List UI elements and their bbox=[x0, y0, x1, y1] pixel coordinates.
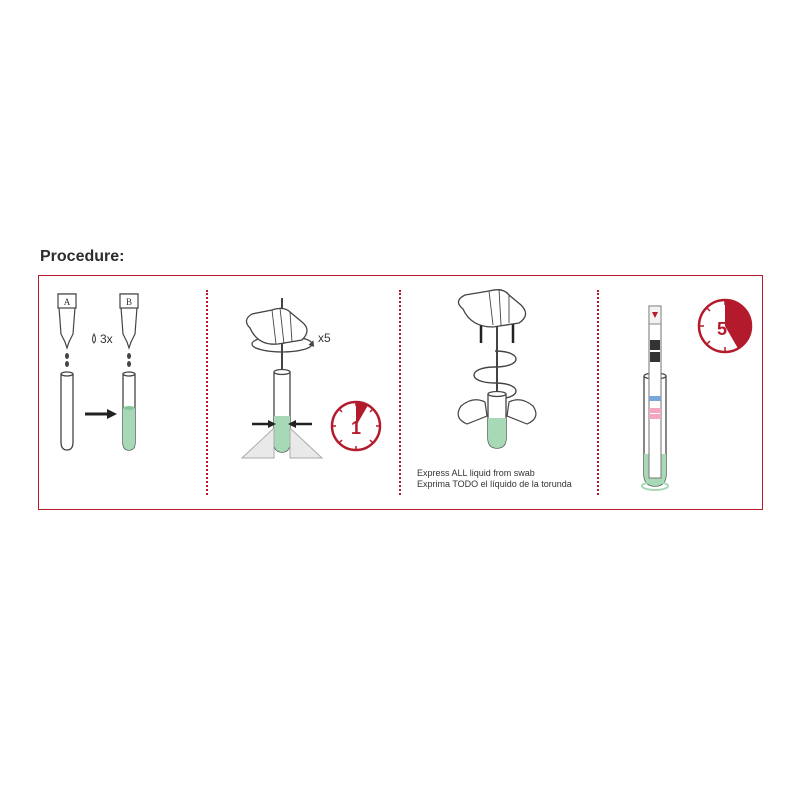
bottle-b-label: B bbox=[126, 297, 132, 307]
drops-count: 3x bbox=[93, 332, 113, 346]
caption-es: Exprima TODO el líquido de la torunda bbox=[417, 479, 587, 490]
rotate-count: x5 bbox=[318, 331, 331, 345]
step-4: 5 bbox=[597, 276, 764, 509]
timer-icon: 5 bbox=[699, 300, 751, 352]
step2-illustration: x5 bbox=[206, 276, 399, 511]
step-3: Express ALL liquid from swab Exprima TOD… bbox=[399, 276, 597, 509]
timer-icon: 1 bbox=[332, 402, 380, 450]
step4-illustration: 5 bbox=[597, 276, 764, 511]
pinch-arrow-right-icon bbox=[288, 420, 312, 428]
pinch-arrow-left-icon bbox=[252, 420, 276, 428]
step-1: A B 3x bbox=[39, 276, 206, 509]
step1-illustration: A B 3x bbox=[39, 276, 206, 511]
arrow-right-icon bbox=[85, 409, 117, 419]
section-title: Procedure: bbox=[40, 248, 124, 266]
step-2: x5 bbox=[206, 276, 399, 509]
step3-caption: Express ALL liquid from swab Exprima TOD… bbox=[417, 468, 587, 491]
procedure-panel: A B 3x bbox=[38, 275, 763, 510]
caption-en: Express ALL liquid from swab bbox=[417, 468, 587, 479]
timer-value: 5 bbox=[717, 319, 727, 339]
timer-value: 1 bbox=[351, 418, 361, 438]
step3-illustration bbox=[399, 276, 597, 476]
svg-text:3x: 3x bbox=[100, 332, 113, 346]
bottle-a-label: A bbox=[64, 297, 71, 307]
